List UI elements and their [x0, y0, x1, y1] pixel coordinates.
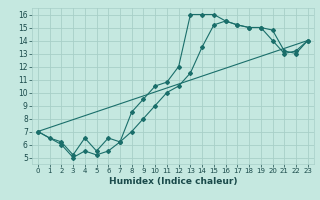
X-axis label: Humidex (Indice chaleur): Humidex (Indice chaleur): [108, 177, 237, 186]
